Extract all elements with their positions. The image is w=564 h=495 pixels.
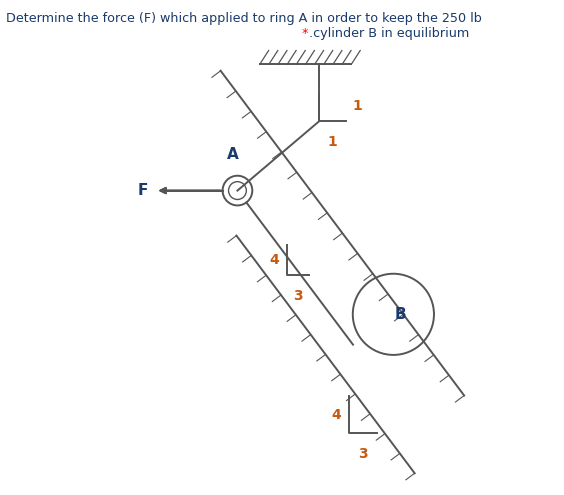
Text: .cylinder B in equilibrium: .cylinder B in equilibrium <box>309 27 469 40</box>
Text: *: * <box>302 27 312 40</box>
Text: F: F <box>138 183 148 198</box>
Text: 1: 1 <box>328 135 338 149</box>
Text: Determine the force (F) which applied to ring A in order to keep the 250 lb: Determine the force (F) which applied to… <box>6 12 482 25</box>
Text: A: A <box>227 147 239 162</box>
Text: B: B <box>395 307 407 322</box>
Text: 3: 3 <box>358 447 368 461</box>
Text: 4: 4 <box>332 407 341 422</box>
Text: 3: 3 <box>293 289 303 302</box>
Text: 4: 4 <box>270 253 280 267</box>
Text: 1: 1 <box>352 99 362 113</box>
